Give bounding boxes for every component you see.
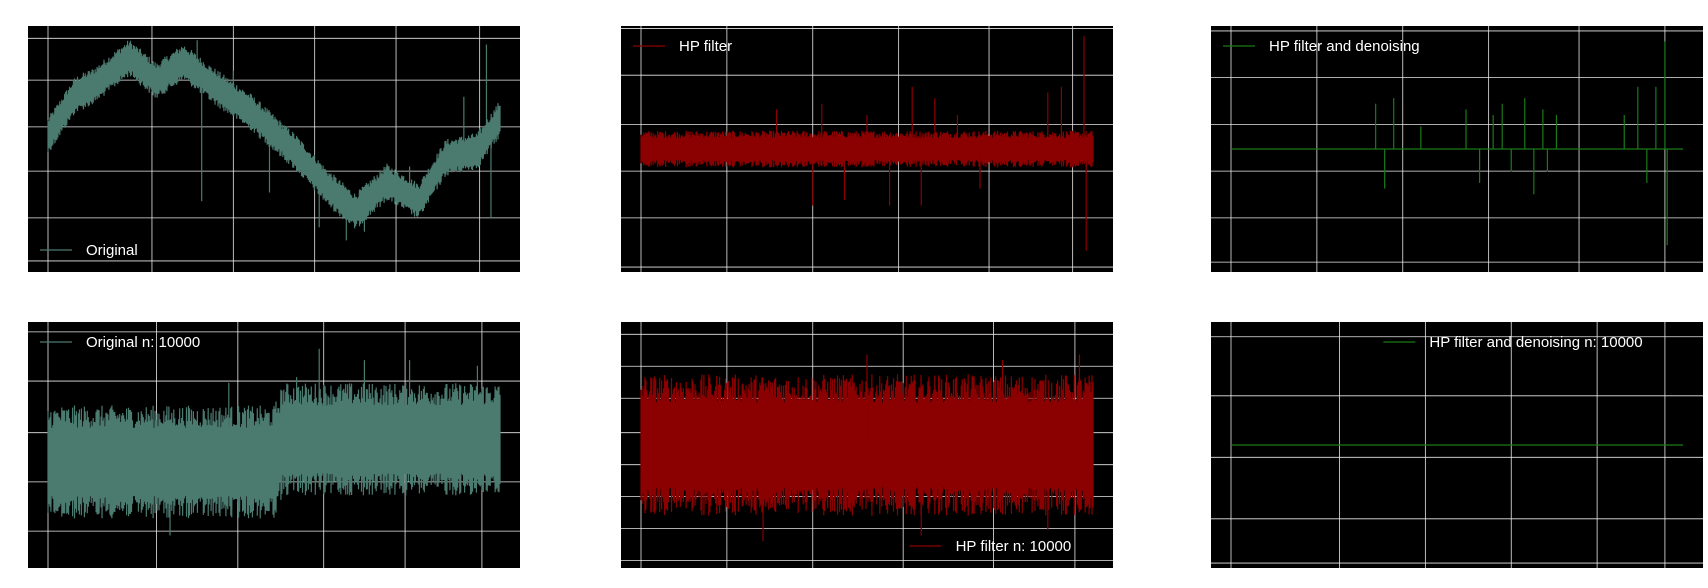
legend: HP filter n: 10000 [909,538,1072,555]
series-hp_n [640,354,1094,542]
legend: Original [40,242,138,259]
panel-original_n: Original n: 10000 [28,322,520,568]
legend-label: Original n: 10000 [86,334,200,351]
legend-label: HP filter and denoising [1269,38,1420,55]
legend: HP filter [633,38,732,55]
legend-label: Original [86,242,138,259]
legend-label: HP filter [679,38,732,55]
series-original_n [47,348,501,536]
legend-label: HP filter and denoising n: 10000 [1429,334,1642,351]
panel-original: Original [28,26,520,272]
series-original [47,40,501,241]
series-band [47,40,501,229]
series-band [47,383,501,519]
series-hp [640,35,1094,251]
panel-hp: HP filter [621,26,1113,272]
legend-label: HP filter n: 10000 [956,538,1072,555]
legend: HP filter and denoising [1223,38,1420,55]
series-hp_denoise [1231,41,1683,246]
panel-hp_denoise_n: HP filter and denoising n: 10000 [1211,322,1703,568]
panel-hp_denoise: HP filter and denoising [1211,26,1703,272]
legend: Original n: 10000 [40,334,200,351]
panel-hp_n: HP filter n: 10000 [621,322,1113,568]
legend: HP filter and denoising n: 10000 [1383,334,1643,351]
